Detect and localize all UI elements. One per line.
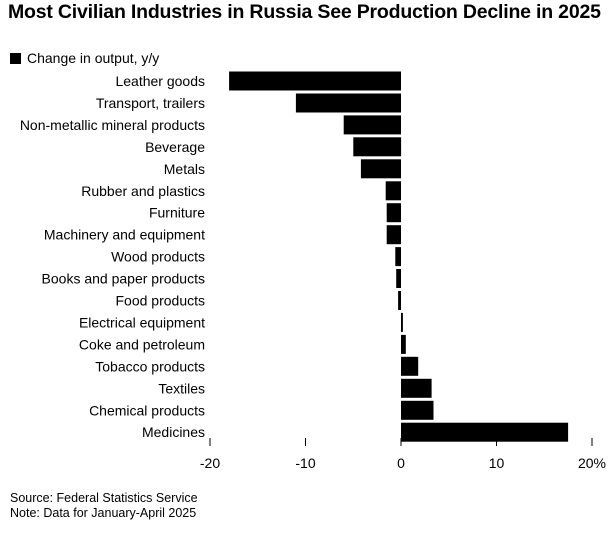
tick-label: -10 (295, 455, 315, 471)
tick-label: -20 (200, 455, 220, 471)
bar (343, 115, 401, 135)
category-label: Books and paper products (42, 271, 205, 287)
bar (396, 269, 401, 288)
bar-chart: Leather goods Transport, trailers Non-meta… (20, 71, 606, 471)
bar (395, 247, 401, 267)
bar (360, 159, 401, 179)
bars-group (229, 71, 569, 442)
source-note: Source: Federal Statistics Service (10, 491, 198, 505)
bar (386, 225, 401, 245)
bar (385, 181, 401, 201)
category-label: Metals (164, 161, 205, 177)
category-label: Machinery and equipment (44, 227, 205, 243)
category-label: Food products (116, 293, 206, 309)
bar (229, 71, 401, 91)
category-label: Textiles (158, 380, 205, 396)
bar (401, 422, 569, 442)
data-note: Note: Data for January-April 2025 (10, 506, 197, 520)
bar (401, 400, 434, 420)
tick-label: 0 (397, 455, 405, 471)
category-label: Chemical products (89, 402, 205, 418)
bar (353, 137, 402, 157)
bar (401, 378, 432, 398)
legend-swatch (10, 52, 21, 64)
category-label: Transport, trailers (96, 95, 205, 111)
category-label: Furniture (149, 205, 205, 221)
bar (401, 356, 419, 376)
category-label: Coke and petroleum (79, 336, 205, 352)
bar (386, 203, 401, 223)
category-labels-group: Leather goods Transport, trailers Non-meta… (20, 73, 205, 440)
legend-label: Change in output, y/y (27, 50, 160, 66)
category-label: Wood products (111, 249, 205, 265)
bar (401, 312, 403, 332)
chart-title: Most Civilian Industries in Russia See P… (8, 1, 601, 23)
tick-label: 20% (578, 455, 606, 471)
category-label: Rubber and plastics (81, 183, 205, 199)
category-label: Electrical equipment (79, 314, 205, 330)
category-label: Beverage (145, 139, 205, 155)
axis-ticks-group: -20 -10 0 10 20% (200, 438, 606, 471)
legend: Change in output, y/y (10, 50, 159, 66)
category-label: Tobacco products (95, 358, 205, 374)
bar (398, 291, 401, 310)
bar (401, 334, 406, 354)
category-label: Non-metallic mineral products (20, 117, 205, 133)
tick-label: 10 (489, 455, 505, 471)
category-label: Leather goods (115, 73, 205, 89)
category-label: Medicines (142, 424, 205, 440)
footer: Source: Federal Statistics Service Note:… (10, 491, 198, 521)
bar (295, 93, 401, 113)
